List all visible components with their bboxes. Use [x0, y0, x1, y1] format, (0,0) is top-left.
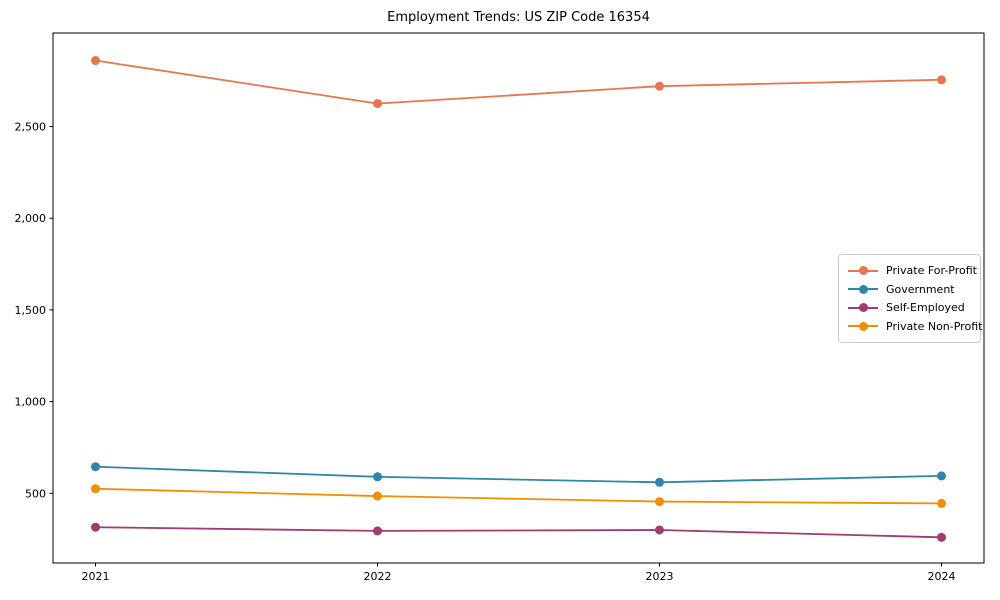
legend-label: Private For-Profit — [886, 264, 977, 277]
chart-title: Employment Trends: US ZIP Code 16354 — [387, 10, 650, 25]
x-axis-tick-label: 2023 — [646, 570, 674, 583]
legend-item-self-employed: Self-Employed — [848, 299, 971, 316]
y-axis-tick-label: 500 — [25, 487, 46, 500]
legend-label: Self-Employed — [886, 301, 965, 315]
data-point-government — [937, 471, 946, 481]
legend-label: Government — [886, 282, 955, 296]
data-point-self-employed — [373, 526, 382, 536]
data-point-private-for-profit — [937, 75, 946, 85]
x-axis-tick-label: 2024 — [928, 570, 956, 583]
series-line-government — [95, 465, 942, 484]
legend-item-private-non-profit: Private Non-Profit — [848, 318, 982, 335]
x-axis-tick-label: 2022 — [364, 570, 392, 583]
data-point-private-non-profit — [91, 484, 100, 494]
data-point-private-non-profit — [655, 497, 664, 507]
series-line-private-for-profit — [95, 59, 942, 105]
x-axis-tick-label: 2021 — [82, 570, 110, 583]
legend: Private For-Profit Government Self-Emplo… — [838, 254, 982, 343]
data-point-self-employed — [655, 525, 664, 535]
legend-item-private-for-profit: Private For-Profit — [848, 262, 977, 279]
series-line-self-employed — [95, 526, 942, 539]
legend-item-government: Government — [848, 281, 971, 298]
data-point-self-employed — [91, 522, 100, 532]
data-point-government — [91, 462, 100, 472]
line-marker-icon — [848, 321, 878, 331]
y-axis-tick-label: 1,000 — [15, 396, 47, 409]
line-marker-icon — [848, 303, 878, 313]
line-marker-icon — [848, 284, 878, 294]
line-marker-icon — [848, 266, 878, 276]
data-point-self-employed — [937, 532, 946, 542]
y-axis-tick-label: 1,500 — [15, 304, 47, 317]
series-line-private-non-profit — [95, 487, 942, 505]
data-point-private-non-profit — [373, 491, 382, 501]
y-axis-tick-label: 2,000 — [15, 212, 47, 225]
data-point-private-for-profit — [373, 99, 382, 109]
axes-frame — [52, 32, 985, 564]
data-point-private-for-profit — [655, 81, 664, 91]
data-point-private-non-profit — [937, 498, 946, 508]
data-point-government — [373, 472, 382, 482]
y-axis-tick-label: 2,500 — [15, 121, 47, 134]
data-point-private-for-profit — [91, 56, 100, 66]
legend-label: Private Non-Profit — [886, 319, 983, 333]
data-point-government — [655, 477, 664, 487]
